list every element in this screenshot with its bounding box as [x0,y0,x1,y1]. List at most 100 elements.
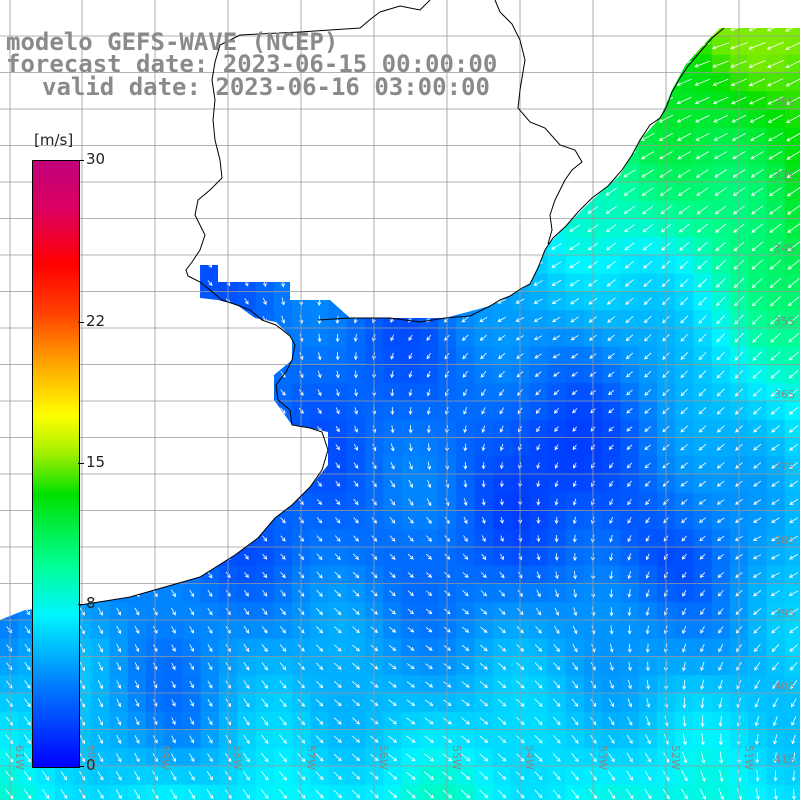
wind-cell [565,127,585,147]
wind-arrow [315,771,324,781]
wind-cell [511,0,530,19]
wind-arrow [718,643,724,653]
wind-arrow [406,663,415,670]
wind-cell [474,146,494,165]
wind-arrow [606,242,617,251]
wind-arrow [460,735,471,743]
wind-cell [711,200,731,220]
wind-arrow [317,370,322,379]
wind-cell [200,255,220,275]
wind-cell [511,91,530,111]
wind-arrow [461,644,470,652]
wind-arrow [789,553,799,560]
wind-arrow [569,133,581,141]
wind-arrow [753,517,762,523]
wind-cell [255,365,275,384]
wind-cell [401,328,421,348]
wind-arrow [681,788,688,800]
wind-arrow [406,753,416,762]
wind-arrow [115,353,122,359]
wind-cell [675,547,695,567]
wind-cell [383,292,403,311]
wind-arrow [606,279,616,287]
wind-cell [365,200,384,220]
wind-arrow [460,151,470,159]
wind-arrow [789,480,799,487]
wind-arrow [316,589,323,597]
wind-cell [675,328,695,348]
wind-cell [164,237,184,257]
wind-cell [0,273,19,293]
wind-arrow [622,60,637,68]
wind-cell [146,438,165,457]
wind-arrow [568,96,581,105]
wind-arrow [536,571,541,579]
wind-cell [200,219,220,238]
wind-cell [748,529,768,549]
wind-arrow [534,644,543,652]
wind-arrow [281,315,286,324]
country-border [379,0,583,245]
wind-arrow [97,298,104,304]
wind-cell [730,638,749,658]
wind-arrow [317,462,322,469]
wind-cell [365,255,384,275]
wind-cell [766,219,786,238]
wind-cell [200,529,220,549]
wind-arrow [682,715,687,728]
wind-arrow [698,462,707,469]
wind-cell [109,346,129,366]
wind-arrow [353,297,358,306]
wind-arrow [754,679,761,690]
wind-arrow [675,28,693,31]
wind-arrow [189,680,194,689]
wind-cell [310,273,330,293]
wind-cell [693,584,713,603]
wind-arrow [116,553,122,561]
wind-arrow [134,534,140,543]
wind-arrow [24,316,31,323]
wind-cell [602,182,622,202]
wind-arrow [681,535,687,542]
wind-cell [784,657,800,676]
wind-arrow [115,426,122,432]
wind-cell [639,0,658,19]
wind-arrow [189,699,194,707]
wind-arrow [643,334,652,342]
wind-cell [511,54,530,74]
wind-cell [748,438,768,457]
wind-cell [602,456,622,476]
wind-arrow [533,335,543,341]
wind-cell [711,529,731,549]
wind-arrow [424,28,434,33]
wind-arrow [571,771,579,781]
wind-arrow [279,752,287,763]
wind-arrow [766,41,784,50]
wind-cell [511,784,530,800]
wind-arrow [786,168,800,179]
wind-arrow [644,407,652,414]
wind-arrow [773,716,778,727]
wind-arrow [791,698,797,708]
wind-arrow [352,6,360,13]
wind-cell [730,584,749,603]
wind-arrow [97,698,103,708]
wind-cell [419,127,439,147]
wind-arrow [352,699,361,707]
wind-arrow [353,334,358,343]
wind-arrow [461,316,469,323]
wind-arrow [334,626,342,634]
wind-arrow [478,207,488,213]
wind-arrow [753,608,762,615]
wind-arrow [280,133,286,141]
wind-arrow [389,590,396,597]
wind-cell [766,419,786,439]
wind-cell [638,146,658,165]
wind-arrow [713,151,728,160]
wind-cell [164,0,183,19]
wind-cell [419,164,439,184]
wind-cell [219,237,238,257]
wind-arrow [133,498,141,506]
wind-cell [128,0,147,19]
wind-arrow [479,316,488,323]
